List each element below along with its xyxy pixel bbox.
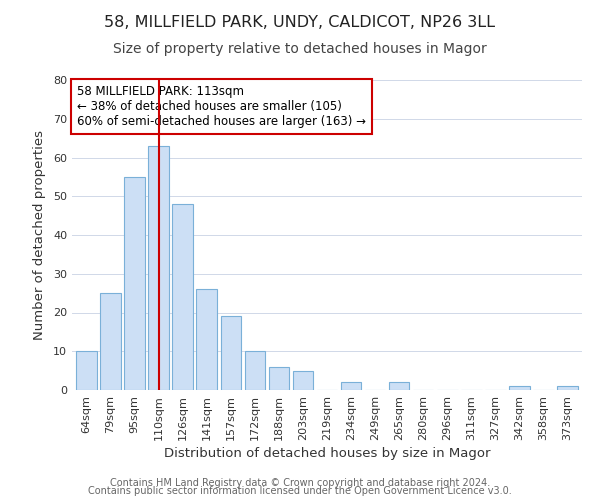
Text: Contains public sector information licensed under the Open Government Licence v3: Contains public sector information licen… [88,486,512,496]
Bar [76,351,97,390]
Bar [221,316,241,390]
Text: 58 MILLFIELD PARK: 113sqm
← 38% of detached houses are smaller (105)
60% of semi: 58 MILLFIELD PARK: 113sqm ← 38% of detac… [77,84,366,128]
Bar [100,293,121,390]
Text: Size of property relative to detached houses in Magor: Size of property relative to detached ho… [113,42,487,56]
Bar [196,289,217,390]
Bar [293,370,313,390]
Bar [389,382,409,390]
X-axis label: Distribution of detached houses by size in Magor: Distribution of detached houses by size … [164,447,490,460]
Bar [341,382,361,390]
Bar [124,177,145,390]
Bar [172,204,193,390]
Text: Contains HM Land Registry data © Crown copyright and database right 2024.: Contains HM Land Registry data © Crown c… [110,478,490,488]
Bar [509,386,530,390]
Y-axis label: Number of detached properties: Number of detached properties [33,130,46,340]
Bar [557,386,578,390]
Text: 58, MILLFIELD PARK, UNDY, CALDICOT, NP26 3LL: 58, MILLFIELD PARK, UNDY, CALDICOT, NP26… [104,15,496,30]
Bar [269,367,289,390]
Bar [148,146,169,390]
Bar [245,351,265,390]
